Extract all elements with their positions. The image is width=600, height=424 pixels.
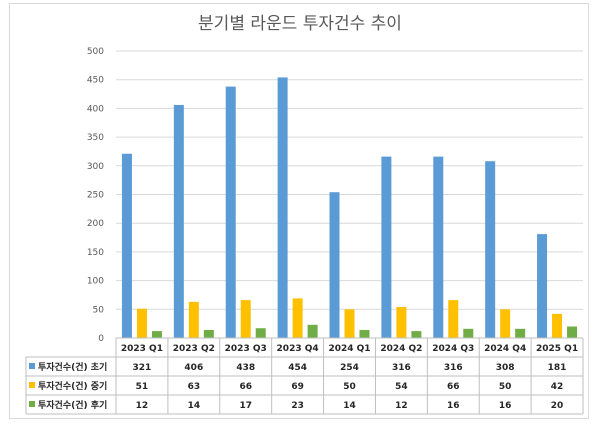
category-label: 2025 Q1	[536, 344, 578, 354]
bar	[151, 331, 162, 338]
data-cell: 12	[136, 401, 149, 411]
data-cell: 23	[291, 401, 304, 411]
data-cell: 316	[392, 363, 411, 373]
y-tick-label: 250	[87, 191, 104, 201]
category-label: 2024 Q1	[328, 344, 370, 354]
data-cell: 316	[444, 363, 463, 373]
y-axis-ticks: 0 50 100 150 200 250 300 350 400 450 500	[87, 47, 104, 344]
bar	[188, 301, 199, 338]
bar	[307, 324, 318, 338]
category-label: 2023 Q1	[121, 344, 163, 354]
legend-swatch	[29, 382, 35, 388]
data-cell: 181	[548, 363, 567, 373]
data-cell: 308	[496, 363, 515, 373]
y-tick-label: 350	[87, 133, 104, 143]
category-label: 2023 Q3	[225, 344, 267, 354]
data-cell: 438	[236, 363, 255, 373]
category-label: 2024 Q2	[380, 344, 422, 354]
data-cell: 63	[188, 382, 201, 392]
data-cell: 20	[551, 401, 564, 411]
bar	[411, 331, 422, 338]
data-cell: 50	[343, 382, 356, 392]
gridlines	[116, 50, 583, 339]
category-label: 2024 Q3	[432, 344, 474, 354]
bar	[329, 192, 340, 338]
bar	[173, 104, 184, 339]
bar	[500, 309, 511, 338]
data-cell: 42	[551, 382, 564, 392]
y-tick-label: 400	[87, 104, 104, 114]
data-cell: 16	[499, 401, 512, 411]
bar	[433, 156, 444, 338]
bar	[121, 153, 132, 338]
bar	[537, 234, 548, 338]
bar	[552, 313, 563, 338]
data-cell: 50	[499, 382, 512, 392]
bar	[240, 300, 251, 338]
data-cell: 66	[447, 382, 460, 392]
bar	[396, 307, 407, 338]
bar	[136, 308, 147, 338]
data-table: 2023 Q1 2023 Q2 2023 Q3 2023 Q4 2024 Q1 2024 …	[25, 337, 584, 415]
bar	[344, 309, 355, 338]
data-cell: 12	[395, 401, 408, 411]
data-cell: 254	[340, 363, 359, 373]
data-cell: 14	[343, 401, 356, 411]
y-tick-label: 300	[87, 162, 104, 172]
data-cell: 16	[447, 401, 460, 411]
bar	[448, 300, 459, 338]
bar	[255, 328, 266, 338]
data-cell: 69	[291, 382, 304, 392]
y-tick-label: 150	[87, 248, 104, 258]
series-name: 투자건수(건) 초기	[38, 361, 107, 373]
data-cell: 406	[184, 363, 203, 373]
legend-swatch	[29, 363, 35, 369]
bar	[292, 298, 303, 338]
bar	[225, 86, 236, 338]
bar	[567, 326, 578, 338]
bar	[359, 329, 370, 338]
bars	[121, 77, 578, 339]
category-label: 2023 Q4	[277, 344, 319, 354]
data-cell: 14	[188, 401, 201, 411]
y-tick-label: 450	[87, 76, 104, 86]
data-cell: 51	[136, 382, 149, 392]
data-cell: 54	[395, 382, 408, 392]
y-tick-label: 50	[93, 305, 105, 315]
data-cell: 321	[133, 363, 152, 373]
category-label: 2024 Q4	[484, 344, 526, 354]
bar	[203, 329, 214, 338]
data-cell: 66	[239, 382, 252, 392]
category-label: 2023 Q2	[173, 344, 215, 354]
series-name: 투자건수(건) 중기	[38, 380, 107, 392]
bar	[463, 328, 474, 338]
series-name: 투자건수(건) 후기	[38, 399, 107, 411]
y-tick-label: 0	[98, 334, 104, 344]
y-tick-label: 100	[87, 277, 104, 287]
data-cell: 454	[288, 363, 307, 373]
y-tick-label: 500	[87, 47, 104, 57]
y-tick-label: 200	[87, 219, 104, 229]
bar	[381, 156, 392, 338]
chart-title: 분기별 라운드 투자건수 추이	[198, 14, 402, 34]
legend-swatch	[29, 401, 35, 407]
bar	[485, 161, 496, 338]
data-cell: 17	[239, 401, 252, 411]
bar	[277, 77, 288, 339]
bar	[515, 328, 526, 338]
